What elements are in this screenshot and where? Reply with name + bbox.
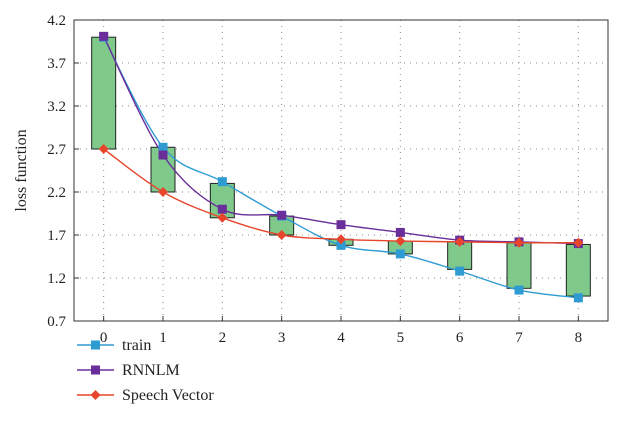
x-tick-label: 6 xyxy=(456,330,464,346)
y-tick-label: 1.2 xyxy=(47,271,66,287)
legend-marker xyxy=(91,340,100,350)
legend: train RNNLM Speech Vector xyxy=(77,337,214,404)
x-tick-label: 2 xyxy=(219,330,227,346)
x-tick-label: 3 xyxy=(278,330,286,346)
legend-item-speech-vector: Speech Vector xyxy=(77,387,214,404)
data-point-speech-vector xyxy=(514,237,524,248)
y-tick-label: 0.7 xyxy=(47,314,66,330)
x-tick-label: 0 xyxy=(100,330,108,346)
data-point-train xyxy=(395,249,405,259)
y-axis-title: loss function xyxy=(13,129,30,211)
data-point-speech-vector xyxy=(276,230,287,240)
y-tick-label: 3.7 xyxy=(47,56,66,72)
y-tick-label: 2.7 xyxy=(47,142,66,158)
high-low-boxes xyxy=(91,36,591,297)
legend-marker xyxy=(90,390,101,400)
legend-marker xyxy=(91,365,100,375)
data-point-rnnlm xyxy=(336,220,346,230)
high-low-box xyxy=(91,36,117,150)
data-point-speech-vector xyxy=(217,212,228,223)
data-point-speech-vector xyxy=(98,144,109,154)
high-low-box xyxy=(565,243,591,297)
legend-label: Speech Vector xyxy=(122,387,214,404)
data-point-speech-vector xyxy=(454,236,465,247)
data-point-rnnlm xyxy=(158,150,168,160)
y-tick-label: 4.2 xyxy=(47,13,66,29)
data-point-rnnlm xyxy=(277,210,287,220)
data-point-train xyxy=(217,177,227,187)
x-tick-label: 5 xyxy=(397,330,405,346)
y-tick-label: 3.2 xyxy=(47,99,66,115)
series-markers xyxy=(98,31,584,303)
legend-label: RNNLM xyxy=(122,362,180,379)
data-point-train xyxy=(573,293,583,303)
x-tick-label: 1 xyxy=(159,330,167,346)
data-point-speech-vector xyxy=(336,234,346,245)
y-tick-label: 2.2 xyxy=(47,185,66,201)
data-point-train xyxy=(158,142,168,152)
data-point-rnnlm xyxy=(395,227,405,237)
x-tick-label: 7 xyxy=(515,330,523,346)
legend-item-train: train xyxy=(77,337,151,354)
data-point-rnnlm xyxy=(217,204,227,214)
data-point-train xyxy=(336,240,346,250)
legend-label: train xyxy=(122,337,151,354)
data-point-speech-vector xyxy=(395,236,406,247)
x-tick-label: 4 xyxy=(337,330,345,346)
high-low-box xyxy=(506,242,532,289)
data-point-speech-vector xyxy=(158,187,168,197)
data-point-train xyxy=(514,285,524,295)
x-tick-label: 8 xyxy=(575,330,583,346)
y-tick-label: 1.7 xyxy=(47,228,66,244)
data-point-speech-vector xyxy=(573,237,584,248)
data-point-train xyxy=(455,266,465,276)
axes: 0.7 1.2 1.7 2.2 2.7 3.2 3.7 4.2 0 1 2 3 4 5 6 7 8 loss fu… xyxy=(13,13,609,346)
data-point-rnnlm xyxy=(99,31,109,41)
legend-item-rnnlm: RNNLM xyxy=(77,362,180,379)
